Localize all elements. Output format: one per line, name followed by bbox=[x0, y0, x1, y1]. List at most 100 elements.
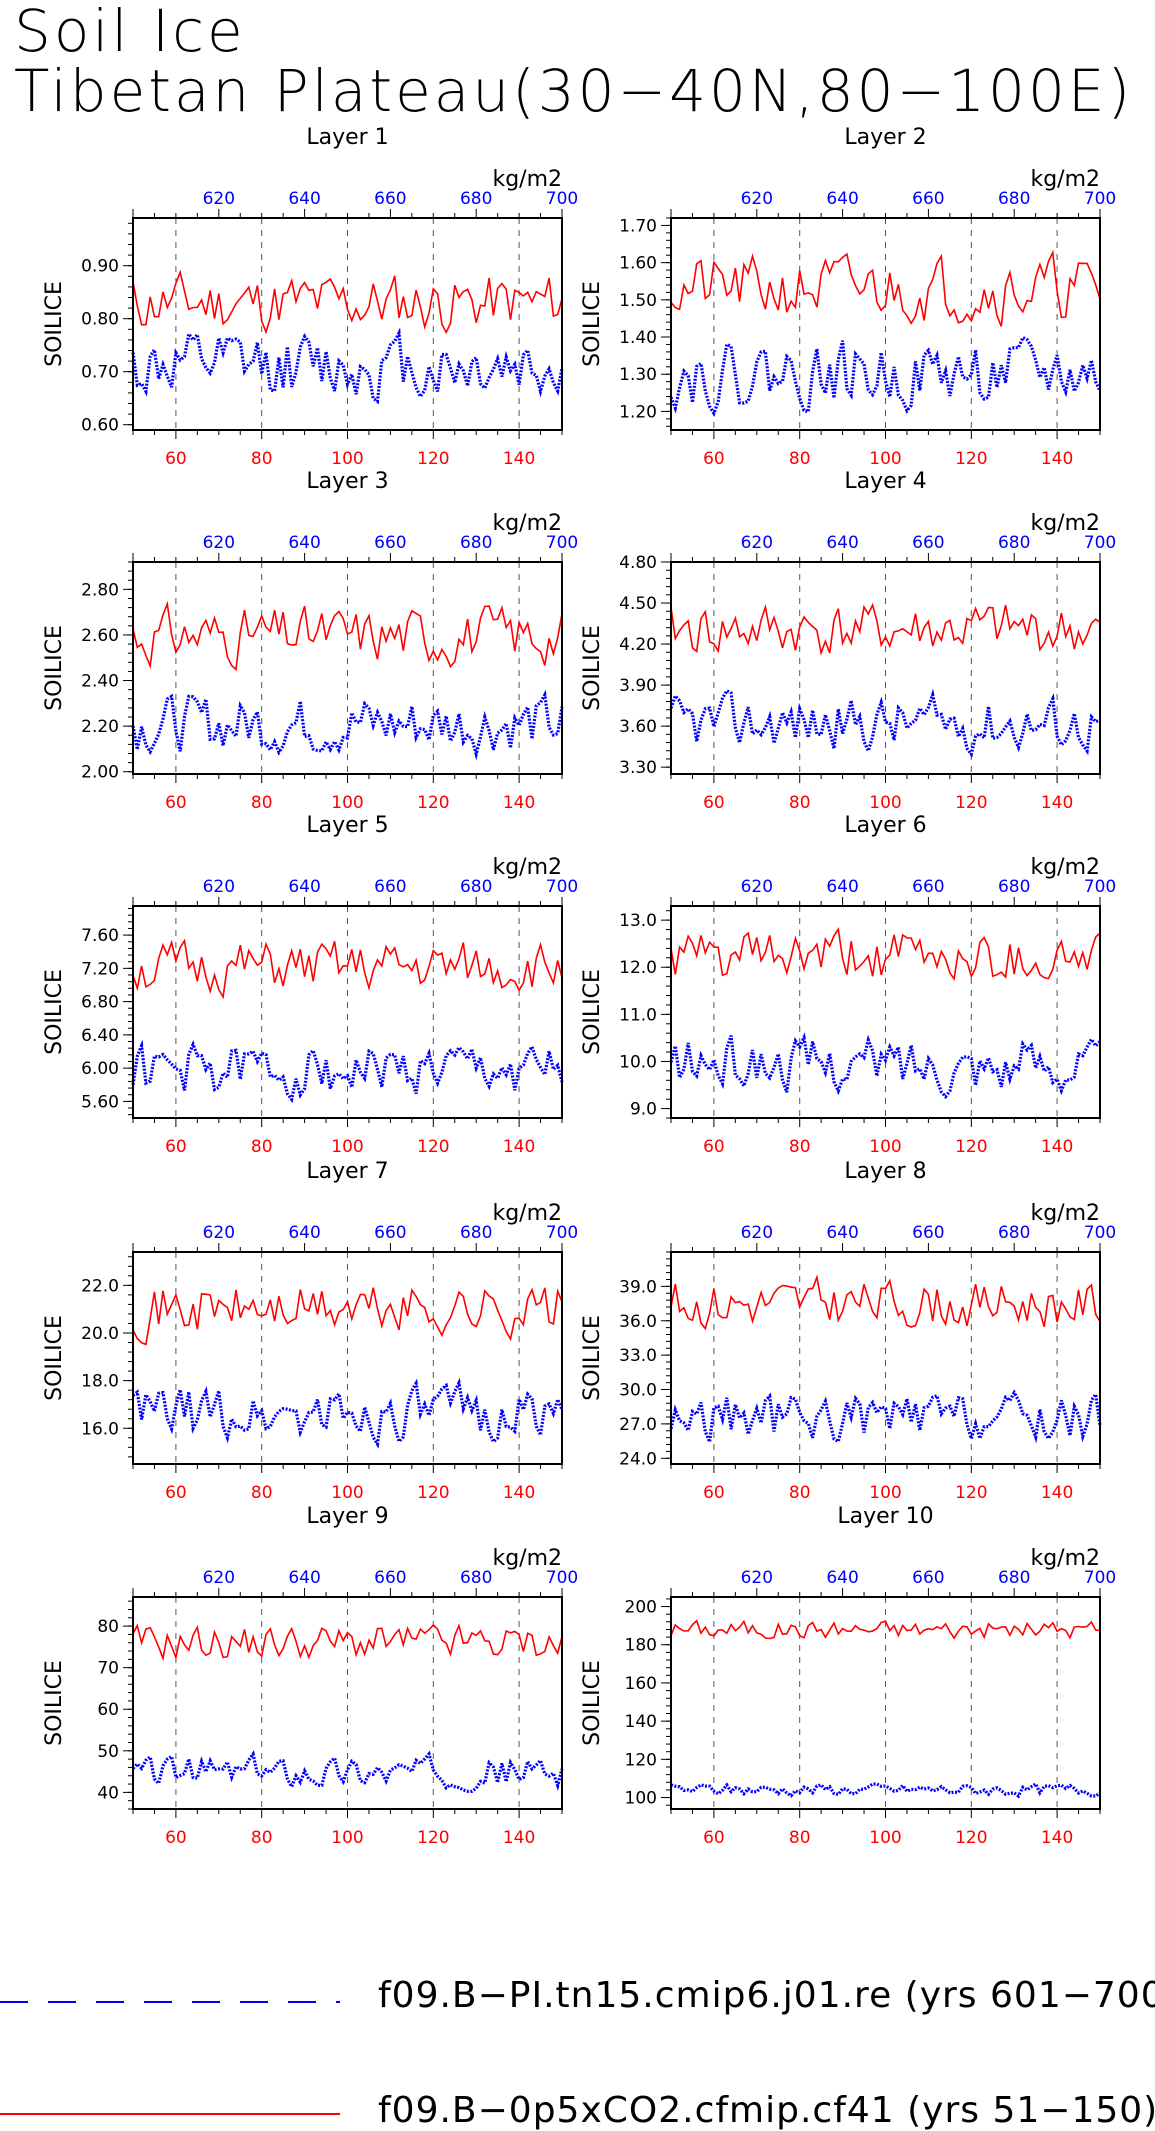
y-axis-label: SOILICE bbox=[42, 281, 67, 367]
y-axis-label: SOILICE bbox=[42, 625, 67, 711]
x-tick-label: 140 bbox=[503, 449, 535, 469]
y-tick-label: 33.0 bbox=[619, 1346, 657, 1366]
series-line-pi bbox=[131, 1750, 564, 1793]
top-x-tick-label: 640 bbox=[826, 877, 858, 897]
panel-9: Layer 9 kg/m2 60 80 100 120 140 620 640 660 680 700… bbox=[42, 1504, 578, 1848]
y-tick-label: 2.20 bbox=[81, 717, 119, 737]
series-line-co2 bbox=[670, 602, 1101, 656]
y-tick-label: 3.30 bbox=[619, 758, 657, 778]
y-tick-label: 0.90 bbox=[81, 257, 119, 277]
panel-3: Layer 3 kg/m2 60 80 100 120 140 620 640 660 680 700… bbox=[42, 469, 578, 813]
x-tick-label: 140 bbox=[503, 1828, 535, 1848]
top-x-tick-label: 680 bbox=[460, 877, 492, 897]
top-x-tick-label: 640 bbox=[288, 189, 320, 209]
y-tick-label: 160 bbox=[625, 1674, 657, 1694]
y-tick-label: 1.20 bbox=[619, 402, 657, 422]
series-line-pi bbox=[670, 1781, 1101, 1799]
y-axis-label: SOILICE bbox=[42, 969, 67, 1055]
x-tick-label: 100 bbox=[869, 449, 901, 469]
series-line-co2 bbox=[132, 1623, 563, 1662]
x-tick-label: 80 bbox=[789, 793, 811, 813]
x-tick-label: 100 bbox=[869, 1137, 901, 1157]
y-tick-label: 2.80 bbox=[81, 580, 119, 600]
y-tick-label: 1.60 bbox=[619, 254, 657, 274]
y-tick-label: 2.00 bbox=[81, 763, 119, 783]
y-axis-label: SOILICE bbox=[580, 1660, 605, 1746]
top-x-tick-label: 620 bbox=[741, 1568, 773, 1588]
y-tick-label: 6.00 bbox=[81, 1059, 119, 1079]
x-tick-label: 140 bbox=[1041, 1137, 1073, 1157]
x-tick-label: 60 bbox=[165, 1137, 187, 1157]
x-tick-label: 80 bbox=[789, 1483, 811, 1503]
y-tick-label: 0.60 bbox=[81, 416, 119, 436]
top-x-tick-label: 640 bbox=[826, 189, 858, 209]
top-x-tick-label: 700 bbox=[546, 877, 578, 897]
x-tick-label: 60 bbox=[703, 1137, 725, 1157]
y-tick-label: 3.90 bbox=[619, 676, 657, 696]
x-tick-label: 60 bbox=[165, 793, 187, 813]
top-x-tick-label: 660 bbox=[374, 533, 406, 553]
y-axis-label: SOILICE bbox=[580, 625, 605, 711]
x-tick-label: 100 bbox=[331, 449, 363, 469]
y-tick-label: 22.0 bbox=[81, 1276, 119, 1296]
y-tick-label: 13.0 bbox=[619, 911, 657, 931]
x-tick-label: 140 bbox=[503, 793, 535, 813]
top-x-tick-label: 640 bbox=[826, 1568, 858, 1588]
series-line-co2 bbox=[670, 1619, 1101, 1640]
top-x-tick-label: 620 bbox=[203, 1568, 235, 1588]
x-tick-label: 120 bbox=[417, 793, 449, 813]
y-tick-label: 39.0 bbox=[619, 1277, 657, 1297]
x-tick-label: 80 bbox=[251, 1137, 273, 1157]
panel-title: Layer 3 bbox=[306, 469, 388, 494]
top-axis-unit: kg/m2 bbox=[1030, 1546, 1100, 1571]
top-x-tick-label: 700 bbox=[1084, 189, 1116, 209]
panel-1: Layer 1 kg/m2 60 80 100 120 140 620 640 660 680 700… bbox=[42, 125, 578, 469]
top-x-tick-label: 680 bbox=[998, 1568, 1030, 1588]
top-x-tick-label: 620 bbox=[741, 1223, 773, 1243]
y-tick-label: 27.0 bbox=[619, 1415, 657, 1435]
y-tick-label: 180 bbox=[625, 1636, 657, 1656]
top-x-tick-label: 660 bbox=[374, 189, 406, 209]
top-axis-unit: kg/m2 bbox=[492, 167, 562, 192]
top-x-tick-label: 620 bbox=[203, 189, 235, 209]
y-tick-label: 140 bbox=[625, 1712, 657, 1732]
y-tick-label: 200 bbox=[625, 1598, 657, 1618]
top-x-tick-label: 680 bbox=[460, 189, 492, 209]
top-x-tick-label: 680 bbox=[998, 189, 1030, 209]
y-tick-label: 7.60 bbox=[81, 926, 119, 946]
y-tick-label: 1.40 bbox=[619, 328, 657, 348]
top-x-tick-label: 620 bbox=[203, 1223, 235, 1243]
y-tick-label: 7.20 bbox=[81, 959, 119, 979]
x-tick-label: 100 bbox=[331, 1137, 363, 1157]
top-x-tick-label: 660 bbox=[912, 1223, 944, 1243]
top-x-tick-label: 680 bbox=[460, 1223, 492, 1243]
top-x-tick-label: 660 bbox=[912, 189, 944, 209]
top-x-tick-label: 660 bbox=[374, 877, 406, 897]
x-tick-label: 140 bbox=[503, 1137, 535, 1157]
y-tick-label: 24.0 bbox=[619, 1449, 657, 1469]
x-tick-label: 120 bbox=[955, 1483, 987, 1503]
y-tick-label: 1.50 bbox=[619, 291, 657, 311]
top-x-tick-label: 680 bbox=[998, 533, 1030, 553]
y-tick-label: 50 bbox=[97, 1742, 119, 1762]
top-x-tick-label: 640 bbox=[288, 533, 320, 553]
legend-pi-label: f09.B−PI.tn15.cmip6.j01.re (yrs 601−700) bbox=[378, 1975, 1155, 2016]
x-tick-label: 60 bbox=[703, 793, 725, 813]
y-axis-label: SOILICE bbox=[580, 969, 605, 1055]
top-x-tick-label: 660 bbox=[374, 1223, 406, 1243]
top-axis-unit: kg/m2 bbox=[492, 511, 562, 536]
top-x-tick-label: 640 bbox=[826, 533, 858, 553]
series-line-co2 bbox=[132, 269, 563, 335]
x-tick-label: 80 bbox=[251, 1828, 273, 1848]
y-tick-label: 12.0 bbox=[619, 958, 657, 978]
series-line-co2 bbox=[132, 938, 563, 1000]
x-tick-label: 80 bbox=[789, 449, 811, 469]
panel-7: Layer 7 kg/m2 60 80 100 120 140 620 640 660 680 700… bbox=[42, 1159, 578, 1503]
panel-title: Layer 8 bbox=[844, 1159, 926, 1184]
y-tick-label: 1.70 bbox=[619, 216, 657, 236]
y-tick-label: 70 bbox=[97, 1659, 119, 1679]
panel-6: Layer 6 kg/m2 60 80 100 120 140 620 640 660 680 700… bbox=[580, 813, 1116, 1157]
y-tick-label: 1.30 bbox=[619, 365, 657, 385]
